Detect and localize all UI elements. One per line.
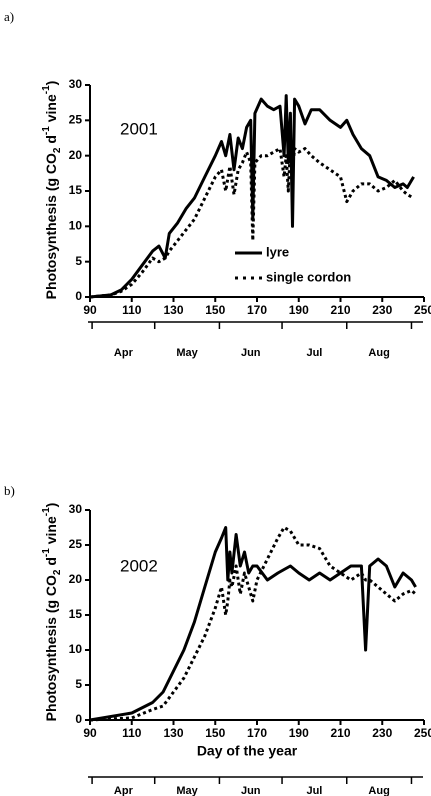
x-tick-label: 190 [289,726,309,740]
y-tick-label: 20 [69,572,83,586]
y-axis-label-part: ) [43,81,59,86]
y-tick-label: 30 [69,502,83,516]
y-axis-label-part: -1 [41,85,52,94]
y-axis-label: Photosynthesis (g CO2 d-1 vine-1) [41,81,63,300]
x-tick-label: 230 [372,303,392,317]
y-tick-label: 5 [75,254,82,268]
x-axis-label: Day of the year [197,743,298,759]
x-tick-label: 170 [247,726,267,740]
y-tick-label: 5 [75,677,82,691]
legend-label: single cordon [266,269,351,284]
series-line [89,526,417,722]
month-label: Jul [306,785,322,796]
x-tick-label: 170 [247,303,267,317]
series-line [89,94,415,299]
y-tick-label: 0 [75,289,82,303]
month-label: May [176,785,198,796]
y-tick-label: 30 [69,77,83,91]
x-tick-label: 110 [122,726,142,740]
panel-label: a) [4,9,14,24]
y-tick-label: 10 [69,219,83,233]
y-axis-label-part: d [43,135,59,147]
x-tick-label: 230 [372,726,392,740]
x-tick-label: 130 [163,303,183,317]
annotation: 2001 [120,119,158,138]
y-tick-label: 0 [75,712,82,726]
x-tick-label: 90 [83,303,97,317]
x-tick-label: 210 [330,726,350,740]
x-tick-label: 250 [414,726,431,740]
x-tick-label: 130 [163,726,183,740]
month-label: Apr [114,347,134,359]
y-axis-label-part: -1 [41,126,52,135]
y-axis-label-part: 2 [52,569,63,575]
y-tick-label: 15 [69,183,83,197]
x-tick-label: 210 [330,303,350,317]
annotation: 2002 [120,556,158,575]
y-axis-label-part: vine [43,94,59,126]
y-axis-label-part: -1 [41,507,52,516]
legend-label: lyre [266,244,289,259]
month-label: Aug [368,347,389,359]
x-tick-label: 190 [289,303,309,317]
panel-label: b) [4,483,15,498]
month-label: Apr [114,785,134,796]
series-line [89,147,415,299]
y-tick-label: 15 [69,607,83,621]
y-tick-label: 25 [69,537,83,551]
month-label: Jun [241,347,261,359]
month-label: Jun [241,785,261,796]
y-axis-label-part: -1 [41,548,52,557]
y-axis-label-part: 2 [52,147,63,153]
month-label: Aug [368,785,389,796]
month-label: Jul [306,347,322,359]
x-tick-label: 90 [83,726,97,740]
y-tick-label: 25 [69,113,83,127]
y-axis-label: Photosynthesis (g CO2 d-1 vine-1) [41,503,63,722]
x-tick-label: 250 [414,303,431,317]
y-axis-label-part: Photosynthesis (g CO [43,575,59,721]
y-axis-label-part: Photosynthesis (g CO [43,153,59,299]
y-axis-label-part: vine [43,516,59,548]
x-tick-label: 110 [122,303,142,317]
y-tick-label: 10 [69,642,83,656]
y-axis-label-part: d [43,557,59,569]
y-axis-label-part: ) [43,503,59,508]
x-tick-label: 150 [205,303,225,317]
y-tick-label: 20 [69,148,83,162]
x-tick-label: 150 [205,726,225,740]
month-label: May [176,347,198,359]
